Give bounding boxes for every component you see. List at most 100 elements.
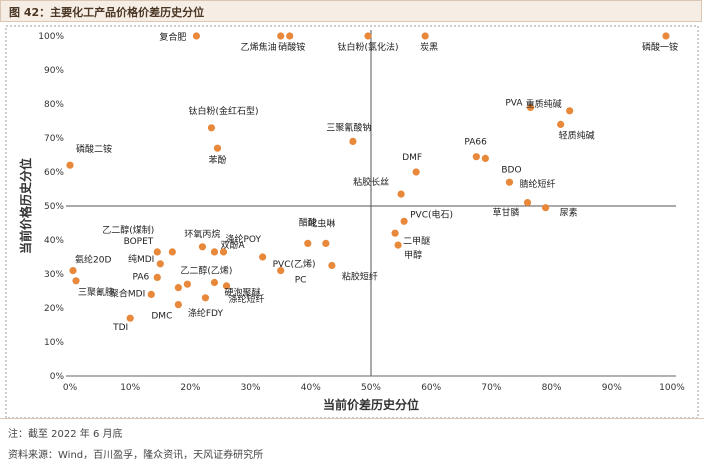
y-tick-label: 40% [44, 236, 64, 246]
data-point [219, 248, 228, 256]
point-label: PVC(乙烯) [273, 258, 316, 270]
point-label: 三聚氰胺 [78, 286, 114, 298]
point-label: 氨纶20D [75, 254, 111, 266]
point-label: 三聚氰酸钠 [326, 121, 371, 133]
data-point [662, 32, 670, 40]
point-label: 硝酸铵 [278, 41, 305, 53]
x-tick-label: 80% [542, 383, 562, 393]
data-point [168, 248, 176, 256]
data-point [210, 278, 219, 287]
point-label: 硬泡聚醚 [224, 287, 260, 299]
x-tick-label: 100% [659, 383, 685, 393]
data-point [394, 241, 402, 249]
point-label: 复合肥 [159, 31, 186, 43]
point-label: 涤纶短纤 [229, 293, 265, 305]
data-point [259, 253, 267, 261]
point-label: 钛白粉(氯化法) [337, 41, 398, 53]
point-label: PC [295, 276, 307, 286]
x-tick-label: 50% [361, 383, 381, 393]
data-point [192, 32, 201, 40]
data-point [201, 294, 210, 302]
data-point [66, 161, 74, 169]
data-point [183, 280, 191, 288]
point-label: 环氧丙烷 [184, 228, 220, 240]
footer-divider [0, 418, 704, 419]
data-point [207, 124, 216, 132]
point-label: DMC [151, 312, 172, 322]
point-label: 粘胶短纤 [342, 271, 378, 283]
x-tick-label: 10% [120, 383, 140, 393]
data-point [481, 154, 489, 162]
y-tick-label: 20% [44, 304, 64, 314]
x-axis-title: 当前价差历史分位 [323, 397, 419, 412]
point-label: 粘胶长丝 [353, 176, 389, 188]
y-tick-label: 50% [44, 202, 64, 212]
point-label: 醋酸 [299, 216, 317, 228]
figure-title: 图 42：主要化工产品价格价差历史分位 [9, 6, 205, 19]
y-axis-title: 当前价格历史分位 [18, 158, 33, 254]
point-label: DMF [402, 153, 422, 163]
x-tick-label: 0% [63, 383, 78, 393]
tick-labels: 0% 10% 20% 30% 40% 50% 60% 70% 80% 90% 100% 0% 10% 20… [38, 32, 685, 393]
data-point [328, 261, 336, 270]
data-point [198, 243, 207, 251]
x-tick-label: 90% [602, 383, 622, 393]
data-point [174, 284, 182, 292]
data-point [153, 248, 161, 256]
data-point [349, 137, 357, 145]
point-label: PVC(电石) [410, 208, 453, 220]
point-label: PA66 [464, 138, 487, 148]
point-label: 聚合MDI [110, 287, 145, 299]
y-tick-label: 70% [44, 134, 64, 144]
x-tick-label: 20% [180, 383, 200, 393]
data-point [412, 168, 420, 176]
data-point [222, 282, 231, 290]
point-label: 涤纶POY [226, 233, 262, 245]
data-point [400, 217, 408, 225]
point-label: 磷酸二铵 [76, 143, 112, 155]
point-label: PA6 [133, 272, 150, 282]
point-label: 炭黑 [420, 42, 438, 53]
point-label: 乙二醇(煤制) [102, 224, 154, 236]
data-point [421, 32, 429, 40]
data-point [286, 32, 294, 40]
y-tick-label: 0% [50, 372, 65, 382]
x-tick-label: 30% [241, 383, 261, 393]
point-label: 二甲醚 [403, 235, 430, 247]
x-tick-label: 60% [421, 383, 441, 393]
data-point [213, 144, 222, 152]
point-label: 乙二醇(乙烯) [180, 265, 232, 277]
y-tick-label: 10% [44, 338, 64, 348]
y-tick-label: 60% [44, 168, 64, 178]
data-point [391, 229, 399, 237]
data-point [364, 32, 372, 40]
data-point [472, 153, 480, 161]
point-label: 甲醇 [404, 249, 422, 261]
data-point [505, 178, 514, 186]
figure-source: 资料来源：Wind，百川盈孚，隆众资讯，天风证券研究所 [8, 450, 264, 461]
figure-note: 注：截至 2022 年 6 月底 [8, 429, 123, 440]
data-point [526, 103, 535, 111]
data-point [174, 301, 182, 309]
grid-layer [5, 25, 699, 418]
point-label: BOPET [124, 237, 154, 247]
point-label: 重质纯碱 [526, 98, 562, 110]
point-label: 涤纶FDY [188, 307, 224, 319]
point-label: 轻质纯碱 [559, 129, 595, 141]
data-point [147, 290, 155, 298]
data-point [69, 267, 77, 275]
data-point [277, 267, 285, 275]
point-label: PVA [505, 98, 523, 108]
data-point [304, 239, 312, 247]
data-point [523, 199, 532, 207]
data-point [72, 277, 80, 285]
data-point [126, 314, 134, 322]
point-label: 苯酚 [208, 154, 226, 166]
point-label: 钛白粉(金红石型) [188, 105, 258, 117]
data-point [277, 32, 285, 40]
data-point [557, 120, 565, 128]
point-label: 草甘膦 [493, 207, 520, 219]
y-tick-label: 90% [44, 66, 64, 76]
data-points [66, 32, 670, 322]
point-label: 磷酸一铵 [642, 41, 678, 53]
